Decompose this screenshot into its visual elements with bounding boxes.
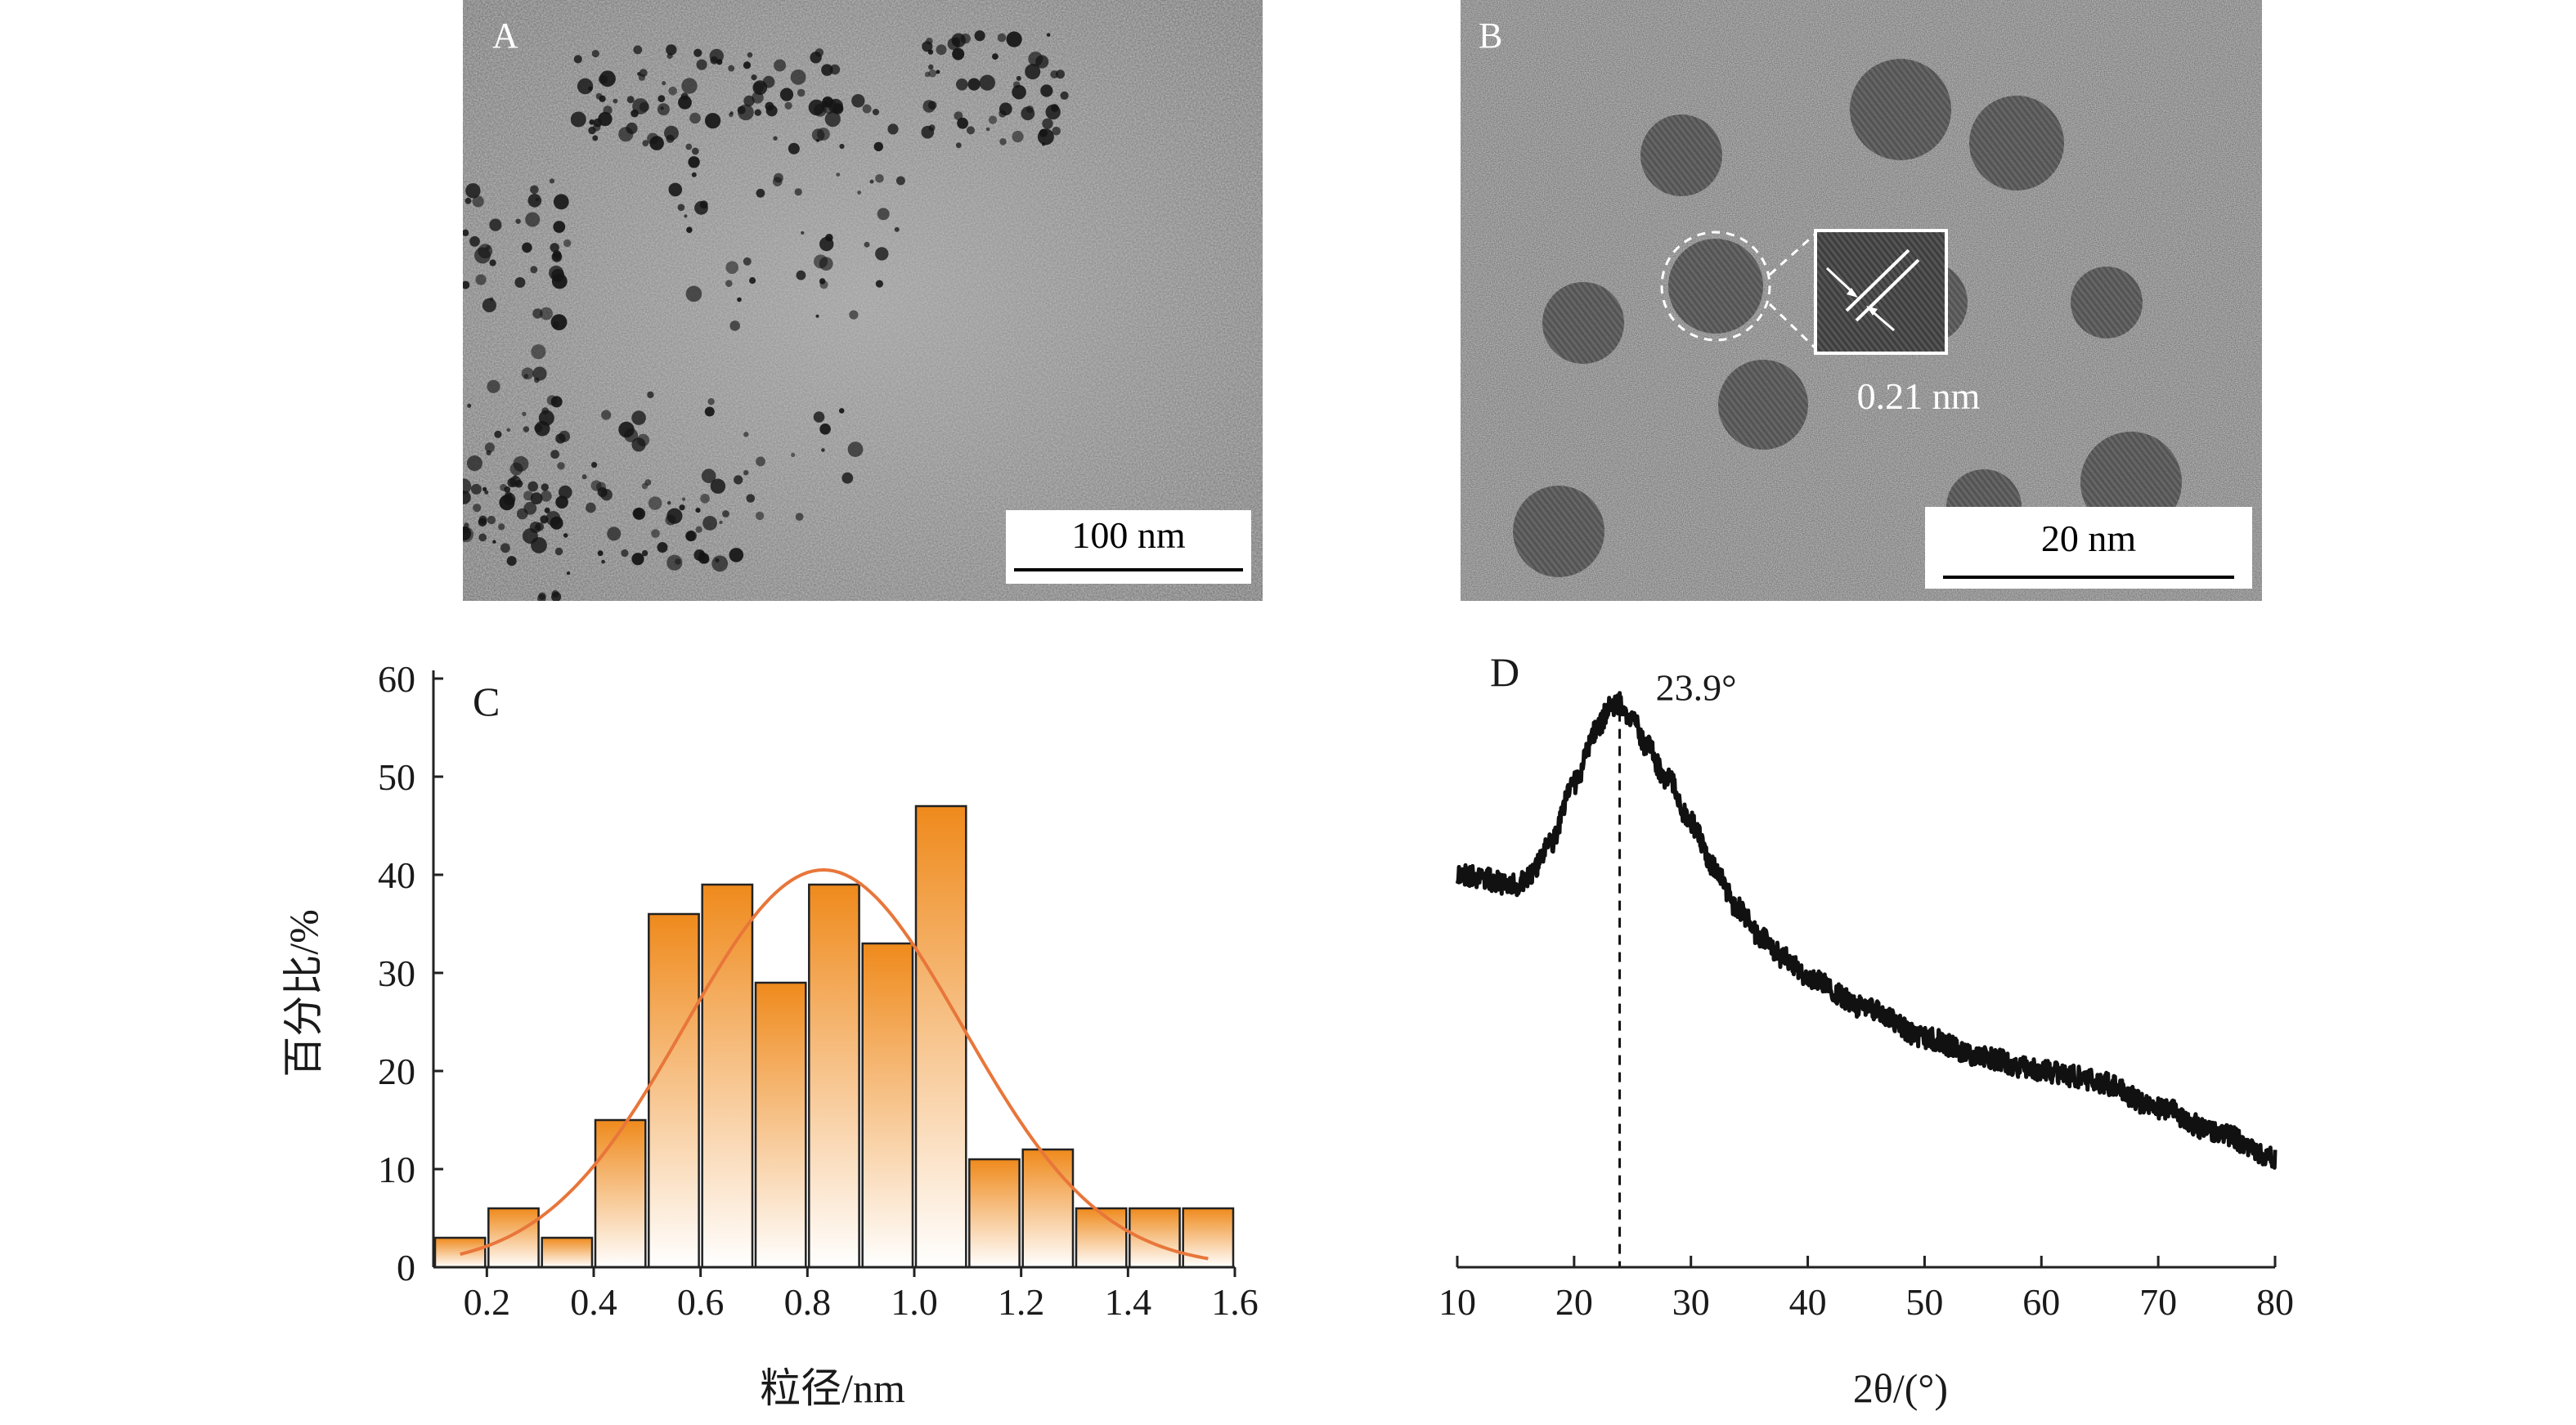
chart-d-x-tick-labels: 10 20 30 40 50 60 70 80 <box>1439 1281 2294 1323</box>
tem-image-a: A 100 nm <box>463 0 1263 601</box>
histogram-bar <box>968 1158 1021 1269</box>
histogram-bar <box>808 883 860 1269</box>
chart-c-x-tick-label: 1.6 <box>1211 1281 1259 1323</box>
chart-c-x-axis-title: 粒径/nm <box>760 1365 905 1411</box>
chart-c-x-tick-label: 0.4 <box>570 1281 617 1323</box>
size-distribution-chart: 0.2 0.4 0.6 0.8 1.0 1.2 1.4 1.6 0 10 20 30 40 50 60 C… <box>280 658 1259 1411</box>
chart-d-x-tick-label: 10 <box>1439 1281 1476 1323</box>
chart-c-y-tick-label: 10 <box>378 1149 415 1190</box>
scale-bar-a: 100 nm <box>1006 510 1251 584</box>
chart-c-y-tick-label: 20 <box>378 1051 415 1092</box>
crystallite-spots <box>1513 59 2182 577</box>
lattice-spacing-label: 0.21 nm <box>1857 375 1981 417</box>
scale-bar-b: 20 nm <box>1925 507 2252 589</box>
chart-c-y-tick-label: 0 <box>397 1247 415 1288</box>
chart-d-x-tick-label: 70 <box>2139 1281 2177 1323</box>
scale-bar-b-label: 20 nm <box>2041 518 2137 559</box>
chart-d-x-tick-label: 20 <box>1555 1281 1593 1323</box>
hrtem-image-b: B 0.21 nm 20 nm <box>1461 0 2262 601</box>
chart-c-y-tick-label: 30 <box>378 952 415 994</box>
nanoparticle-dots <box>463 30 1069 601</box>
panel-letter-b: B <box>1479 16 1502 56</box>
chart-c-y-tick-label: 60 <box>378 658 415 700</box>
histogram-bar <box>701 883 754 1269</box>
histogram-bar <box>1075 1207 1128 1269</box>
highlight-circle <box>1660 231 1771 342</box>
histogram-bar <box>861 942 914 1269</box>
chart-d-x-tick-label: 60 <box>2022 1281 2060 1323</box>
chart-d-x-tick-label: 40 <box>1789 1281 1827 1323</box>
chart-c-axes <box>432 670 1236 1277</box>
scale-bar-a-label: 100 nm <box>1071 514 1186 556</box>
chart-d-x-tick-label: 50 <box>1905 1281 1943 1323</box>
chart-c-x-tick-label: 0.6 <box>677 1281 725 1323</box>
chart-c-x-tick-labels: 0.2 0.4 0.6 0.8 1.0 1.2 1.4 1.6 <box>464 1281 1259 1323</box>
tem-image-a-svg: A 100 nm <box>463 0 1263 601</box>
chart-c-x-tick-label: 1.4 <box>1105 1281 1152 1323</box>
histogram-bar <box>914 804 967 1269</box>
gaussian-fit-curve <box>460 867 1209 1261</box>
chart-d-x-axis-title: 2θ/(°) <box>1853 1365 1948 1411</box>
histogram-bar <box>433 1236 487 1269</box>
chart-c-y-tick-label: 50 <box>378 756 415 798</box>
panel-letter-d: D <box>1490 649 1519 695</box>
histogram-bar <box>594 1118 647 1269</box>
hrtem-image-b-svg: B 0.21 nm 20 nm <box>1461 0 2262 601</box>
chart-c-x-tick-label: 0.8 <box>784 1281 832 1323</box>
histogram-bar <box>648 912 700 1269</box>
chart-c-y-tick-label: 40 <box>378 854 415 896</box>
chart-d-axes <box>1456 1256 2277 1269</box>
histogram-bar <box>487 1207 540 1269</box>
chart-c-x-tick-label: 1.0 <box>891 1281 938 1323</box>
histogram-bar <box>754 981 807 1269</box>
xrd-curve <box>1455 691 2278 1170</box>
lattice-inset <box>1814 229 1948 355</box>
chart-c-y-axis-title: 百分比/% <box>280 909 326 1078</box>
chart-d-x-tick-label: 80 <box>2256 1281 2294 1323</box>
xrd-pattern-chart: 10 20 30 40 50 60 70 80 D 23.9° 2θ/(°) <box>1439 649 2294 1411</box>
chart-c-x-tick-label: 0.2 <box>464 1281 511 1323</box>
histogram-bar <box>1021 1148 1075 1269</box>
histogram-bar <box>541 1236 594 1269</box>
panel-letter-a: A <box>492 16 518 56</box>
histogram-bars <box>433 804 1235 1269</box>
chart-d-x-tick-label: 30 <box>1672 1281 1710 1323</box>
chart-c-x-tick-label: 1.2 <box>998 1281 1045 1323</box>
peak-label: 23.9° <box>1656 667 1737 709</box>
chart-c-y-tick-labels: 0 10 20 30 40 50 60 <box>378 658 415 1288</box>
panel-letter-c: C <box>473 679 500 724</box>
